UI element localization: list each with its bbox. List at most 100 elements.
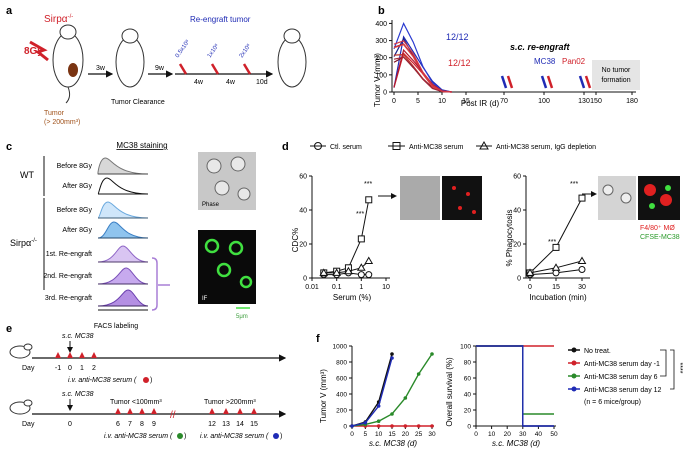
e-day: 0 bbox=[68, 365, 72, 372]
f-legend-2: Anti-MC38 serum day 6 bbox=[584, 374, 658, 381]
f-left-point bbox=[390, 412, 394, 416]
reengraft-label: Re-engraft tumor bbox=[190, 15, 251, 24]
e-day-0: 0 bbox=[68, 421, 72, 428]
b-mc38: MC38 bbox=[534, 57, 556, 66]
mouse-icon bbox=[9, 399, 33, 415]
f-left-ytick-label: 400 bbox=[336, 392, 347, 399]
f-legend: No treat. Anti-MC38 serum day -1 Anti-MC… bbox=[568, 347, 662, 406]
f-right-xtick-label: 0 bbox=[474, 431, 478, 438]
d-left-point bbox=[357, 235, 365, 243]
b-x-ticks: 0 5 10 15 70 100 130 150 180 bbox=[392, 92, 638, 105]
scale-label: 5μm bbox=[236, 314, 248, 320]
f-left-point bbox=[403, 396, 408, 400]
b-xtick-label: 130 bbox=[578, 98, 590, 105]
f-right-xtick-label: 10 bbox=[488, 431, 496, 438]
panel-d: d Ctl. serum Anti-MC38 serum Anti-MC38 s… bbox=[282, 140, 680, 302]
b-frac-red: 12/12 bbox=[448, 58, 471, 68]
f-left-xtick-label: 30 bbox=[428, 431, 436, 438]
if-image: IF bbox=[198, 230, 256, 304]
f-left-xtick-label: 0 bbox=[350, 431, 354, 438]
c-histogram bbox=[97, 267, 149, 285]
d-right-xtick-label: 15 bbox=[552, 284, 560, 291]
e-timeline-1-days: -1 0 1 2 bbox=[55, 352, 97, 372]
e-tumor-big: Tumor >200mm³ bbox=[204, 399, 256, 406]
d-left-ytick-label: 20 bbox=[299, 242, 307, 249]
tumor-label: Tumor bbox=[44, 110, 65, 117]
c-histogram bbox=[97, 201, 149, 219]
d-left-xtick-label: 1 bbox=[359, 284, 363, 291]
f-right-ytick-label: 60 bbox=[464, 376, 472, 383]
d-right-ytick-label: 40 bbox=[513, 208, 521, 215]
tumor-size-label: (> 200mm³) bbox=[44, 119, 80, 126]
b-xtick-label: 5 bbox=[416, 98, 420, 105]
b-xtick-label: 0 bbox=[392, 98, 396, 105]
svg-text:): ) bbox=[280, 433, 282, 440]
d-right-ytick-label: 60 bbox=[513, 174, 521, 181]
e-day: -1 bbox=[55, 365, 61, 372]
f-left-ticks: 0 200 400 600 800 1000 0 5 10 15 20 25 30 bbox=[333, 344, 436, 439]
f-left-point bbox=[363, 421, 368, 425]
d-left-ticks: 0 20 40 60 0.01 0.1 1 10 bbox=[299, 174, 390, 292]
injection-icon bbox=[55, 352, 61, 358]
f-left-xtick-label: 20 bbox=[402, 431, 410, 438]
tumor-icon bbox=[68, 63, 78, 77]
d-right-xtick-label: 0 bbox=[528, 284, 532, 291]
f-right-ytick-label: 100 bbox=[460, 344, 471, 351]
b-ytick-label: 300 bbox=[375, 38, 387, 45]
f-right-ytick-label: 80 bbox=[464, 360, 472, 367]
interval-0: 4w bbox=[194, 79, 204, 86]
c-ko: Sirpα-/- bbox=[10, 238, 37, 248]
f-left-point bbox=[390, 424, 394, 428]
panel-letter-e: e bbox=[6, 323, 12, 335]
c-histogram bbox=[97, 157, 149, 175]
d-left-ytick-label: 60 bbox=[299, 174, 307, 181]
injection-icon bbox=[67, 352, 73, 358]
f-left-point bbox=[376, 419, 381, 424]
e-tumor-small: Tumor <100mm³ bbox=[110, 399, 162, 406]
f-left-point bbox=[350, 424, 354, 428]
c-histograms: Before 8Gy After 8Gy Before 8Gy After 8Gy 1s… bbox=[43, 157, 149, 311]
c-row-label: 1st. Re-engraft bbox=[46, 251, 92, 258]
f-legend-3: Anti-MC38 serum day 12 bbox=[584, 387, 662, 394]
d-right-xtick-label: 30 bbox=[578, 284, 586, 291]
injection-icon bbox=[79, 352, 85, 358]
cfse-label: CFSE-MC38 bbox=[640, 234, 680, 241]
genotype-label: Sirpα-/- bbox=[44, 14, 73, 25]
d-left-point bbox=[357, 271, 365, 279]
d-legend: Ctl. serum Anti-MC38 serum Anti-MC38 ser… bbox=[310, 140, 596, 151]
f-right-xtick-label: 30 bbox=[519, 431, 527, 438]
f-legend-0: No treat. bbox=[584, 348, 611, 355]
d-legend-1: Anti-MC38 serum bbox=[409, 144, 464, 151]
f-left-ytick-label: 0 bbox=[343, 424, 347, 431]
f-left-point bbox=[376, 424, 381, 428]
d-right-point bbox=[578, 266, 586, 273]
cdc-images bbox=[400, 176, 482, 220]
dose-label: 8Gy bbox=[24, 46, 43, 57]
f-left-point bbox=[390, 352, 394, 356]
b-ylabel: Tumor V (mm³) bbox=[373, 53, 382, 107]
dose-1: 1x10⁶ bbox=[206, 42, 221, 59]
interval-2: 10d bbox=[256, 79, 268, 86]
f-left-ytick-label: 200 bbox=[336, 408, 347, 415]
f-left-ytick-label: 1000 bbox=[333, 344, 348, 351]
f-left-xtick-label: 10 bbox=[375, 431, 383, 438]
panel-a: a Sirpα-/- 8Gy Tumor (> 200mm³) 3w Tumor… bbox=[6, 5, 307, 126]
d-left-point bbox=[364, 256, 374, 264]
d-left-xlabel: Serum (%) bbox=[333, 293, 372, 302]
b-ytick-label: 400 bbox=[375, 21, 387, 28]
d-legend-0: Ctl. serum bbox=[330, 144, 362, 151]
if-label: IF bbox=[202, 296, 208, 302]
d-left-lines bbox=[319, 196, 374, 279]
e-iv1: i.v. anti-MC38 serum ( bbox=[68, 377, 137, 384]
d-right-lines bbox=[525, 194, 587, 279]
c-histogram bbox=[97, 289, 149, 307]
panel-letter-c: c bbox=[6, 141, 12, 153]
d-right-xlabel: Incubation (min) bbox=[529, 293, 587, 302]
d-right-series-line bbox=[529, 197, 583, 274]
f-left-point bbox=[430, 424, 434, 428]
svg-text:): ) bbox=[150, 377, 152, 384]
phase-label: Phase bbox=[202, 202, 220, 208]
f-right-ytick-label: 40 bbox=[464, 392, 472, 399]
dose-2: 2x10⁶ bbox=[238, 42, 253, 59]
